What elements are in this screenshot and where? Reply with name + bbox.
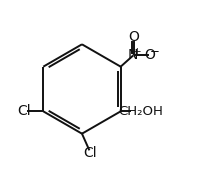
Text: Cl: Cl — [83, 146, 97, 160]
Text: +: + — [133, 47, 142, 57]
Text: −: − — [149, 45, 159, 58]
Text: N: N — [128, 48, 138, 62]
Text: Cl: Cl — [18, 104, 31, 118]
Text: O: O — [144, 48, 155, 62]
Text: O: O — [128, 30, 139, 44]
Text: CH₂OH: CH₂OH — [118, 105, 163, 118]
